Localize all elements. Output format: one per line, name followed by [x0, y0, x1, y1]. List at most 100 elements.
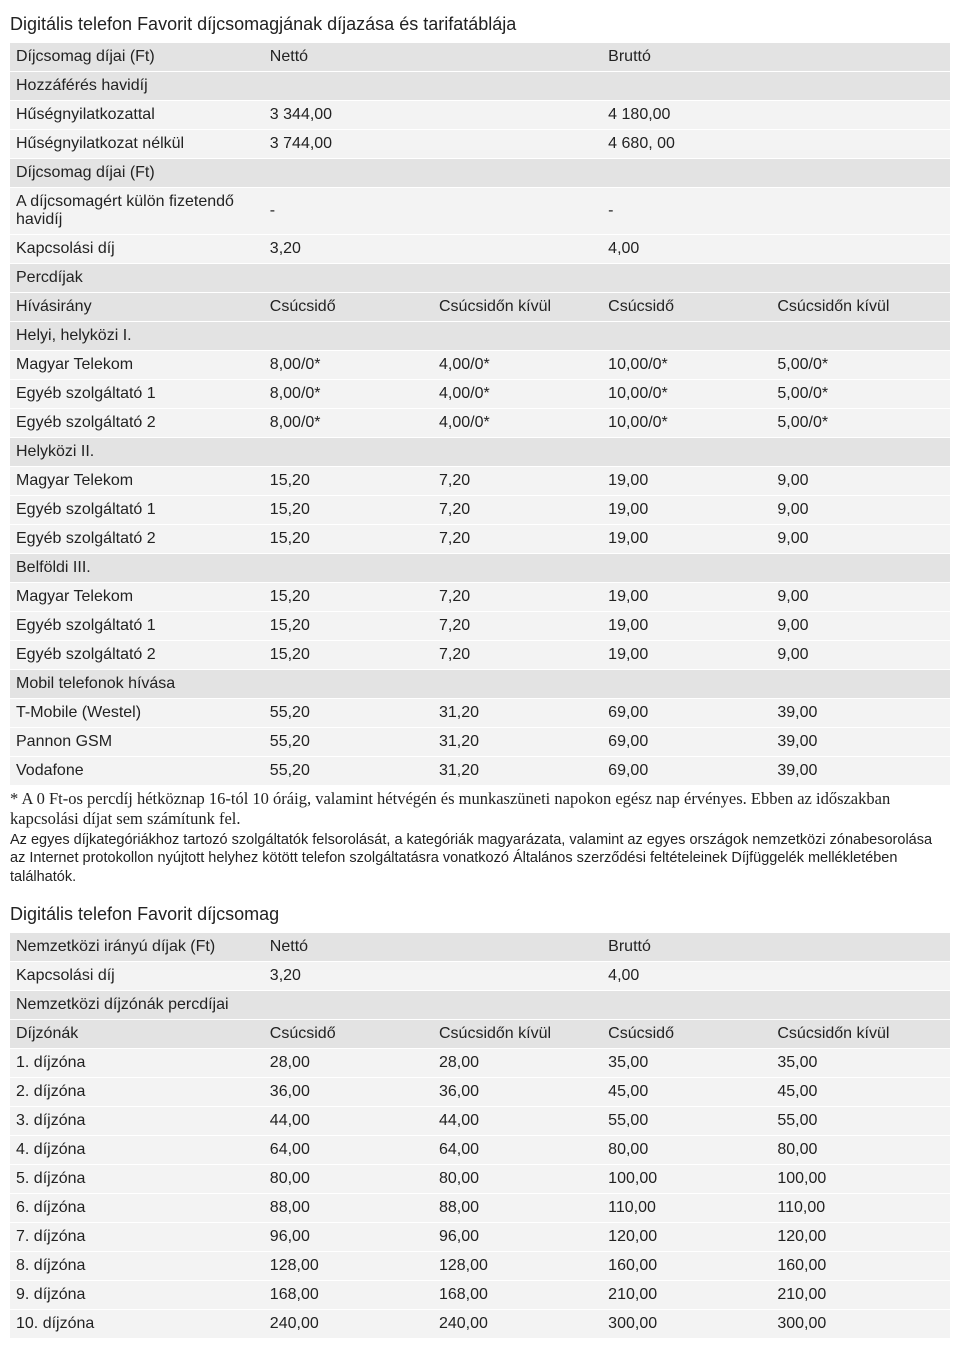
- data-cell: 10,00/0*: [602, 380, 771, 409]
- zone-row: 7. díjzóna96,0096,00120,00120,00: [10, 1222, 950, 1251]
- data-row: Egyéb szolgáltató 115,207,2019,009,00: [10, 612, 950, 641]
- data-cell: 8,00/0*: [264, 380, 433, 409]
- section-title-row: Helyközi II.: [10, 438, 950, 467]
- data-cell: 19,00: [602, 583, 771, 612]
- zone-row: 1. díjzóna28,0028,0035,0035,00: [10, 1048, 950, 1077]
- data-cell: 15,20: [264, 583, 433, 612]
- table1-top-row: Díjcsomag díjai (Ft): [10, 159, 950, 188]
- zone-cell: 80,00: [433, 1164, 602, 1193]
- data-row: Egyéb szolgáltató 215,207,2019,009,00: [10, 525, 950, 554]
- data-cell: Pannon GSM: [10, 728, 264, 757]
- zone-cell: 128,00: [433, 1251, 602, 1280]
- zone-cell: 120,00: [602, 1222, 771, 1251]
- zone-cell: 100,00: [771, 1164, 950, 1193]
- table1-top-row: Kapcsolási díj3,204,00: [10, 235, 950, 264]
- subhdr-cell: Csúcsidő: [264, 293, 433, 322]
- data-cell: 19,00: [602, 467, 771, 496]
- data-cell: Egyéb szolgáltató 2: [10, 525, 264, 554]
- data-cell: Egyéb szolgáltató 2: [10, 409, 264, 438]
- footnote-2: Az egyes díjkategóriákhoz tartozó szolgá…: [10, 831, 950, 885]
- data-cell: Magyar Telekom: [10, 351, 264, 380]
- table1-top-row: A díjcsomagért külön fizetendő havidíj--: [10, 188, 950, 235]
- zone-cell: 64,00: [264, 1135, 433, 1164]
- data-cell: Egyéb szolgáltató 1: [10, 612, 264, 641]
- subhdr-cell: Csúcsidőn kívül: [771, 1019, 950, 1048]
- cell-label: Percdíjak: [10, 264, 950, 293]
- subhdr-cell: Csúcsidőn kívül: [433, 293, 602, 322]
- zone-cell: 35,00: [602, 1048, 771, 1077]
- data-cell: 5,00/0*: [771, 351, 950, 380]
- data-cell: 55,20: [264, 699, 433, 728]
- zone-cell: 100,00: [602, 1164, 771, 1193]
- data-row: Egyéb szolgáltató 18,00/0*4,00/0*10,00/0…: [10, 380, 950, 409]
- table2-sub-header: DíjzónákCsúcsidőCsúcsidőn kívülCsúcsidőC…: [10, 1019, 950, 1048]
- data-cell: 31,20: [433, 757, 602, 786]
- zone-cell: 36,00: [433, 1077, 602, 1106]
- zone-cell: 28,00: [433, 1048, 602, 1077]
- zone-cell: 168,00: [433, 1280, 602, 1309]
- cell-label: Hűségnyilatkozattal: [10, 101, 264, 130]
- zone-row: 8. díjzóna128,00128,00160,00160,00: [10, 1251, 950, 1280]
- section-title: Helyi, helyközi I.: [10, 322, 950, 351]
- cell-label: Díjcsomag díjai (Ft): [10, 159, 950, 188]
- zone-cell: 5. díjzóna: [10, 1164, 264, 1193]
- data-cell: 4,00/0*: [433, 351, 602, 380]
- table1-top-row: Percdíjak: [10, 264, 950, 293]
- data-cell: 19,00: [602, 525, 771, 554]
- zone-cell: 55,00: [771, 1106, 950, 1135]
- subhdr-cell: Csúcsidő: [602, 293, 771, 322]
- zone-cell: 96,00: [264, 1222, 433, 1251]
- data-cell: 69,00: [602, 699, 771, 728]
- zone-cell: 160,00: [602, 1251, 771, 1280]
- zone-cell: 55,00: [602, 1106, 771, 1135]
- data-cell: 19,00: [602, 641, 771, 670]
- data-cell: 10,00/0*: [602, 351, 771, 380]
- zone-cell: 6. díjzóna: [10, 1193, 264, 1222]
- zone-cell: 110,00: [602, 1193, 771, 1222]
- data-cell: 4,00/0*: [433, 409, 602, 438]
- zone-cell: 10. díjzóna: [10, 1309, 264, 1338]
- data-cell: 4,00/0*: [433, 380, 602, 409]
- cell-label: Hozzáférés havidíj: [10, 72, 950, 101]
- tariff-table-2: Nemzetközi irányú díjak (Ft)NettóBruttóK…: [10, 933, 950, 1339]
- zone-cell: 64,00: [433, 1135, 602, 1164]
- zone-cell: 128,00: [264, 1251, 433, 1280]
- data-cell: 5,00/0*: [771, 380, 950, 409]
- data-cell: 7,20: [433, 525, 602, 554]
- zone-row: 2. díjzóna36,0036,0045,0045,00: [10, 1077, 950, 1106]
- data-cell: 10,00/0*: [602, 409, 771, 438]
- table2-top-row: Kapcsolási díj3,204,00: [10, 961, 950, 990]
- zone-cell: 4. díjzóna: [10, 1135, 264, 1164]
- data-cell: 19,00: [602, 496, 771, 525]
- data-cell: 39,00: [771, 728, 950, 757]
- data-cell: 55,20: [264, 728, 433, 757]
- table2-top-row: Nemzetközi díjzónák percdíjai: [10, 990, 950, 1019]
- zone-cell: 8. díjzóna: [10, 1251, 264, 1280]
- data-row: Magyar Telekom15,207,2019,009,00: [10, 467, 950, 496]
- table1-top-row: Hűségnyilatkozat nélkül3 744,004 680, 00: [10, 130, 950, 159]
- data-row: T-Mobile (Westel)55,2031,2069,0039,00: [10, 699, 950, 728]
- section-title: Belföldi III.: [10, 554, 950, 583]
- data-cell: 69,00: [602, 728, 771, 757]
- data-row: Vodafone55,2031,2069,0039,00: [10, 757, 950, 786]
- data-cell: 15,20: [264, 467, 433, 496]
- zone-cell: 300,00: [602, 1309, 771, 1338]
- data-cell: 5,00/0*: [771, 409, 950, 438]
- zone-cell: 168,00: [264, 1280, 433, 1309]
- subhdr-cell: Csúcsidőn kívül: [433, 1019, 602, 1048]
- zone-cell: 1. díjzóna: [10, 1048, 264, 1077]
- zone-row: 5. díjzóna80,0080,00100,00100,00: [10, 1164, 950, 1193]
- data-row: Magyar Telekom15,207,2019,009,00: [10, 583, 950, 612]
- zone-cell: 45,00: [771, 1077, 950, 1106]
- zone-cell: 36,00: [264, 1077, 433, 1106]
- zone-cell: 160,00: [771, 1251, 950, 1280]
- data-cell: 7,20: [433, 467, 602, 496]
- zone-cell: 210,00: [771, 1280, 950, 1309]
- data-row: Egyéb szolgáltató 215,207,2019,009,00: [10, 641, 950, 670]
- zone-cell: 7. díjzóna: [10, 1222, 264, 1251]
- zone-cell: 80,00: [602, 1135, 771, 1164]
- zone-cell: 240,00: [264, 1309, 433, 1338]
- cell-netto: 3,20: [264, 235, 602, 264]
- footnote-1: * A 0 Ft-os percdíj hétköznap 16-tól 10 …: [10, 789, 950, 829]
- table1-top-row: Hozzáférés havidíj: [10, 72, 950, 101]
